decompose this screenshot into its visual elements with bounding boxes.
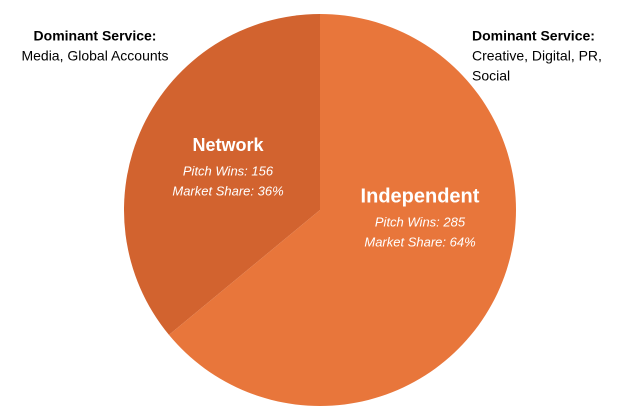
value-label: Market Share: 64% [364,234,475,249]
pitch-wins-label: Pitch Wins: 285 [375,214,466,229]
annotation-line: Social [472,68,510,84]
annotation-line: Media, Global Accounts [21,48,168,64]
annotation-title: Dominant Service: [472,28,595,44]
annotation-title: Dominant Service: [34,28,157,44]
slice-label: Network [192,135,264,155]
pitch-wins-label: Pitch Wins: 156 [183,163,274,178]
slice-label: Independent [361,185,480,207]
pie-slice [168,14,516,406]
value-label: Market Share: 36% [172,183,283,198]
annotation-line: Creative, Digital, PR, [472,48,602,64]
pie-slice [123,14,320,335]
